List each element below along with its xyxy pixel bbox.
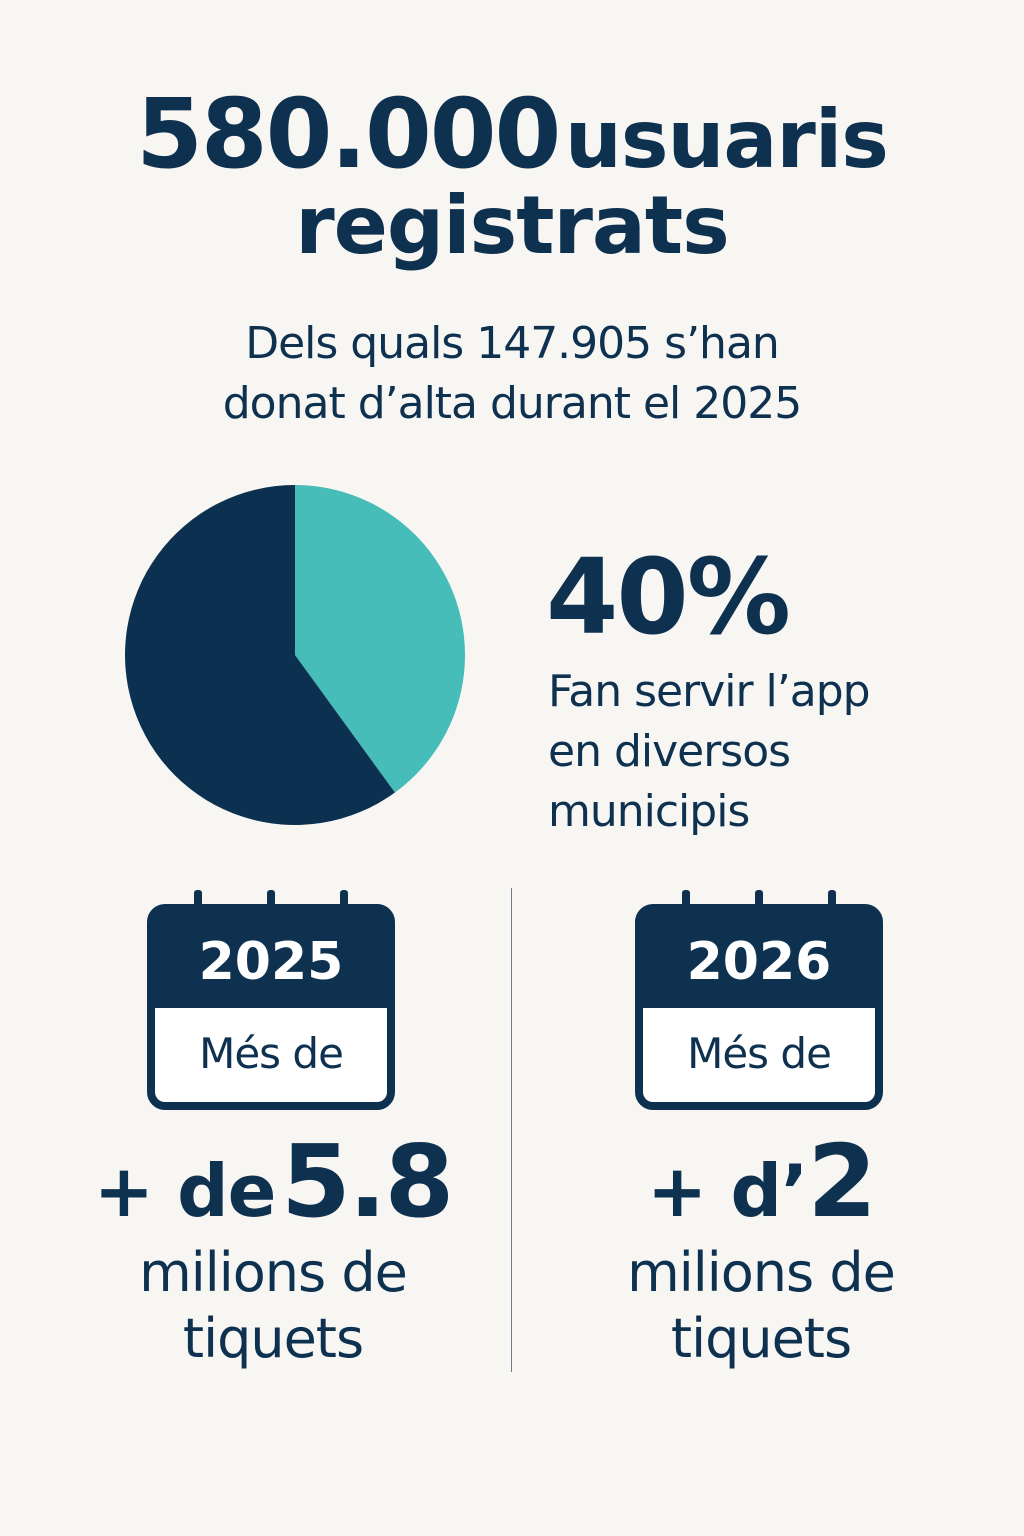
calendar-year: 2025 xyxy=(198,932,344,992)
stat-prefix: + de xyxy=(93,1149,277,1233)
pie-slice-rest xyxy=(124,485,395,825)
stat-unit-line-1: milions de xyxy=(139,1241,408,1304)
percent-description: Fan servir l’app en diversos municipis xyxy=(548,662,871,842)
percent-description-line-1: Fan servir l’app xyxy=(548,666,871,717)
subtitle-line-2: donat d’alta durant el 2025 xyxy=(222,378,803,429)
calendar-2025: 2025 Més de xyxy=(146,888,396,1112)
subtitle: Dels quals 147.905 s’han donat d’alta du… xyxy=(0,314,1024,434)
stat-value: 2 xyxy=(807,1123,877,1240)
calendar-icon xyxy=(635,890,883,1110)
headline: 580.000 usuaris registrats xyxy=(0,86,1024,266)
calendar-text: Més de xyxy=(687,1029,832,1078)
column-divider xyxy=(511,888,512,1372)
stat-unit-line-2: tiquets xyxy=(670,1307,852,1370)
stat-headline: + d’2 xyxy=(546,1132,976,1232)
stat-prefix: + d’ xyxy=(647,1149,808,1233)
percent-description-line-3: municipis xyxy=(548,786,750,837)
stat-2025: + de 5.8 milions de tiquets xyxy=(58,1132,488,1372)
calendar-2026: 2026 Més de xyxy=(634,888,884,1112)
pie-chart xyxy=(124,485,465,825)
calendar-text: Més de xyxy=(199,1029,344,1078)
percent-description-line-2: en diversos xyxy=(548,726,791,777)
calendar-year: 2026 xyxy=(686,932,832,992)
headline-word: usuaris xyxy=(564,93,889,186)
subtitle-line-1: Dels quals 147.905 s’han xyxy=(245,318,780,369)
headline-number: 580.000 xyxy=(136,78,561,190)
headline-word-2: registrats xyxy=(295,179,730,272)
pie-slice-highlight xyxy=(295,485,465,793)
stat-value: 5.8 xyxy=(281,1123,454,1240)
stat-unit-line-1: milions de xyxy=(627,1241,896,1304)
stat-2026: + d’2 milions de tiquets xyxy=(546,1132,976,1372)
stat-headline: + de 5.8 xyxy=(58,1132,488,1232)
stat-unit-line-2: tiquets xyxy=(182,1307,364,1370)
calendar-icon xyxy=(147,890,395,1110)
percent-value: 40% xyxy=(546,536,791,658)
